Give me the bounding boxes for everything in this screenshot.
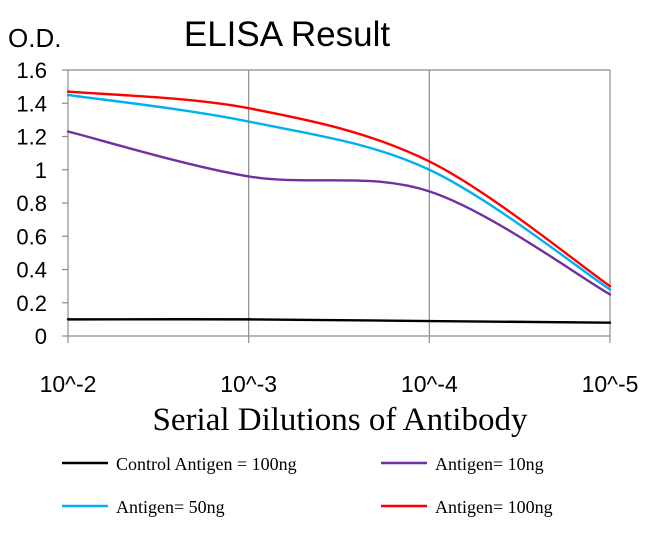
ticks-layer: 0 0.2 0.4 0.6 0.8 1 1.2 1.4 1.6 10^-2 10^-3 10^-4 10… [16, 58, 638, 397]
x-axis-label: Serial Dilutions of Antibody [153, 402, 528, 438]
grid-layer [248, 70, 611, 336]
legend-label: Antigen= 50ng [116, 497, 225, 517]
y-tick-label: 0.4 [16, 258, 47, 283]
y-tick-label: 1.6 [16, 58, 47, 83]
legend: Control Antigen = 100ng Antigen= 10ng Anti… [62, 454, 553, 517]
legend-label: Control Antigen = 100ng [116, 454, 297, 474]
y-tick-label: 0.6 [16, 224, 47, 249]
x-tick-label: 10^-2 [40, 371, 97, 397]
series-line-3 [66, 93, 612, 291]
axes-layer [62, 69, 611, 343]
y-tick-label: 0.2 [16, 291, 47, 316]
series-line-2 [66, 130, 612, 296]
y-axis-label: O.D. [8, 23, 61, 53]
series-layer [66, 90, 612, 324]
legend-label: Antigen= 10ng [435, 454, 544, 474]
y-tick-label: 0.8 [16, 191, 47, 216]
x-tick-label: 10^-3 [220, 371, 277, 397]
legend-label: Antigen= 100ng [435, 497, 553, 517]
y-tick-label: 1.4 [16, 91, 47, 116]
chart-title: ELISA Result [184, 15, 390, 54]
series-line-1 [66, 318, 612, 324]
y-tick-label: 0 [35, 324, 47, 349]
x-tick-label: 10^-5 [582, 371, 639, 397]
x-tick-label: 10^-4 [401, 371, 458, 397]
y-tick-label: 1.2 [16, 125, 47, 150]
series-line-4 [66, 90, 612, 288]
y-tick-label: 1 [35, 158, 47, 183]
